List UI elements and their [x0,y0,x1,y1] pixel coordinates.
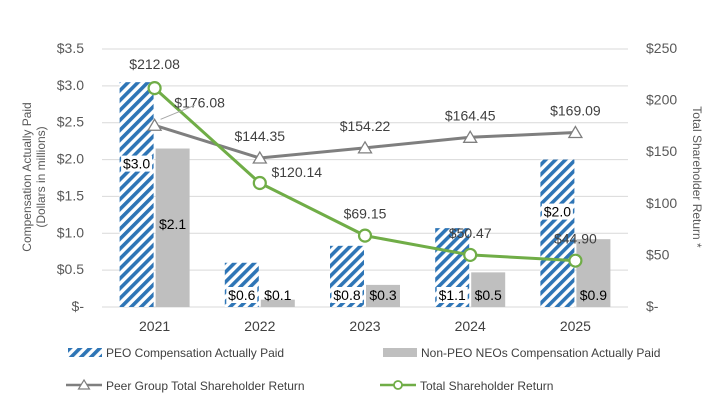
data-labels: $3.0 $2.1 $0.6 $0.1 $0.8 $0.3 $1.1 $0.5 $2.0 $0.9… [121,56,607,303]
left-axis-tick-label: $0.5 [57,261,84,277]
data-label-tsr: $120.14 [271,164,322,180]
category-label: 2022 [244,318,275,334]
marker-peer-group [567,125,584,139]
legend-swatch-peo [68,348,102,357]
left-axis-tick-label: $2.0 [57,151,84,167]
category-label: 2021 [139,318,170,334]
data-label-peer-group: $169.09 [550,102,601,118]
right-axis-tick-label: $150 [646,143,677,159]
gridlines [102,48,628,271]
legend-swatch-non-peo [383,348,417,357]
left-axis-tick-label: $3.0 [57,77,84,93]
marker-tsr [357,228,373,243]
left-axis-tick-label: $2.5 [57,114,84,130]
marker-peer-group [146,118,163,131]
data-label-non-peo: $0.3 [369,287,396,303]
left-axis-tick-label: $1.0 [57,224,84,240]
bar-non-peo-compensation [155,148,190,307]
right-axis-ticks: $- $50 $100 $150 $200 $250 [646,40,677,314]
marker-peer-group [252,150,268,164]
bar-non-peo-compensation [366,284,400,307]
label-bg-peo [121,155,153,172]
right-axis-tick-label: $100 [646,195,677,211]
marker-tsr [568,253,583,268]
label-bg-peo [436,287,468,303]
legend: PEO Compensation Actually Paid Non-PEO N… [66,346,660,393]
left-axis-tick-label: $1.5 [57,187,84,203]
left-axis-title-line1: Compensation Actually Paid [20,102,34,251]
label-bg-peo [226,287,258,303]
data-label-peer-group: $164.45 [445,107,496,123]
category-label: 2023 [349,318,380,334]
data-label-peo: $1.1 [439,287,466,303]
data-label-peo: $0.8 [333,287,360,303]
right-axis-tick-label: $50 [646,246,670,262]
data-label-peo: $2.0 [544,204,571,220]
data-label-tsr: $212.08 [129,56,180,72]
data-label-tsr: $50.47 [449,225,492,241]
data-label-peo: $3.0 [123,156,150,172]
legend-label-non-peo: Non-PEO NEOs Compensation Actually Paid [421,346,660,360]
data-label-non-peo: $2.1 [159,216,186,232]
legend-triangle-marker [77,378,91,390]
data-label-tsr: $69.15 [344,206,387,222]
lines [146,81,584,268]
marker-peer-group [357,140,373,154]
category-label: 2024 [455,318,486,334]
label-bg-peo [331,287,363,303]
data-label-peer-group: $144.35 [234,128,285,144]
legend-label-peer-group: Peer Group Total Shareholder Return [106,379,305,393]
right-axis-title: Total Shareholder Return * [690,106,704,248]
marker-peer-group [462,130,478,143]
data-label-non-peo: $0.5 [475,287,502,303]
label-leader-line [160,104,195,120]
left-axis-title-line2: (Dollars in millions) [34,126,48,227]
legend-label-tsr: Total Shareholder Return [420,379,553,393]
data-label-peer-group: $154.22 [340,118,391,134]
data-label-tsr: $44.90 [554,231,597,247]
marker-tsr [252,175,267,191]
bar-peo-compensation [119,82,154,308]
data-label-peo: $0.6 [228,287,255,303]
bar-peo-compensation [540,159,575,307]
data-label-non-peo: $0.1 [264,287,291,303]
x-axis-category-labels: 2021 2022 2023 2024 2025 [139,318,591,334]
bar-non-peo-compensation [576,239,611,307]
left-axis-ticks: $- $0.5 $1.0 $1.5 $2.0 $2.5 $3.0 $3.5 [57,40,85,314]
right-axis-tick-label: $- [646,298,659,314]
legend-circle-marker [393,380,403,390]
right-axis-tick-label: $250 [646,40,677,56]
bars [119,82,611,308]
bar-non-peo-compensation [260,299,295,307]
marker-tsr [147,81,162,96]
left-axis-tick-label: $3.5 [57,40,84,56]
data-label-non-peo: $0.9 [580,287,607,303]
category-label: 2025 [560,318,591,334]
left-axis-tick-label: $- [72,298,85,314]
right-axis-tick-label: $200 [646,92,677,108]
data-label-peer-group: $176.08 [174,94,225,110]
legend-label-peo: PEO Compensation Actually Paid [106,346,284,360]
bar-non-peo-compensation [471,272,506,307]
label-bg-peo [541,203,573,220]
marker-tsr [463,247,478,263]
